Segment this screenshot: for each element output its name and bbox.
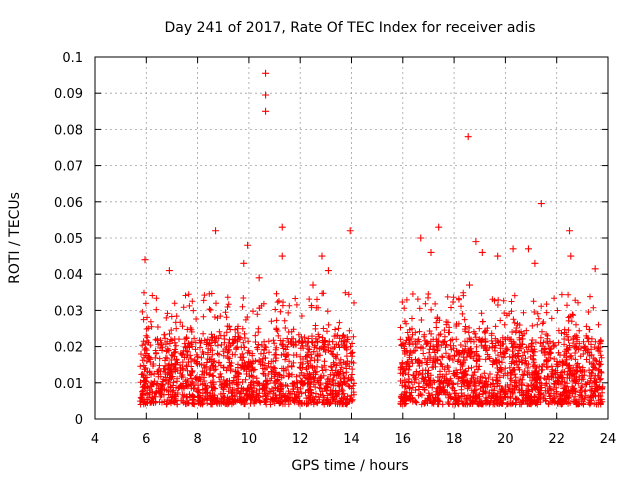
y-tick-label: 0.09 (54, 87, 83, 102)
x-axis-label: GPS time / hours (291, 458, 408, 474)
data-point (509, 245, 517, 253)
data-point (212, 227, 220, 235)
data-point (435, 223, 443, 231)
x-tick-label: 8 (193, 432, 201, 447)
axis-ticks (94, 56, 609, 420)
data-point (567, 252, 575, 260)
data-point (566, 227, 574, 235)
y-tick-label: 0.1 (62, 51, 83, 66)
data-point (318, 252, 326, 260)
data-point (262, 69, 270, 77)
x-tick-label: 10 (241, 432, 258, 447)
data-point (309, 281, 317, 289)
data-point (464, 133, 472, 141)
x-tick-label: 14 (343, 432, 360, 447)
x-tick-label: 22 (548, 432, 565, 447)
y-axis-label: ROTI / TECUs (7, 192, 23, 284)
data-point (278, 252, 286, 260)
data-point (537, 200, 545, 208)
data-point (472, 238, 480, 246)
data-point (591, 265, 599, 273)
y-tick-label: 0.01 (54, 377, 83, 392)
y-tick-labels: 0 0.01 0.02 0.03 0.04 0.05 0.06 0.07 0.08 0.09 0.1 (54, 51, 83, 428)
x-tick-label: 12 (292, 432, 309, 447)
x-tick-label: 24 (600, 432, 617, 447)
data-point (141, 256, 149, 264)
data-point (427, 248, 435, 256)
data-point (262, 107, 270, 115)
data-point (478, 248, 486, 256)
x-tick-label: 18 (446, 432, 463, 447)
x-tick-label: 4 (91, 432, 99, 447)
data-point (524, 245, 532, 253)
y-tick-label: 0.06 (54, 196, 83, 211)
data-point (531, 259, 539, 267)
x-tick-label: 6 (142, 432, 150, 447)
data-point (165, 267, 173, 275)
y-tick-label: 0.07 (54, 160, 83, 175)
data-point (465, 281, 473, 289)
x-tick-labels: 4 6 8 10 12 14 16 18 20 22 24 (91, 432, 616, 447)
data-point (240, 259, 248, 267)
y-tick-label: 0.02 (54, 341, 83, 356)
y-tick-label: 0 (75, 413, 83, 428)
data-point (417, 234, 425, 242)
data-point (255, 274, 263, 282)
chart-title: Day 241 of 2017, Rate Of TEC Index for r… (164, 20, 535, 36)
data-point (324, 267, 332, 275)
data-point (244, 241, 252, 249)
data-points (136, 69, 606, 408)
data-point (262, 91, 270, 99)
y-tick-label: 0.04 (54, 268, 83, 283)
x-tick-label: 20 (497, 432, 514, 447)
point-cloud (136, 289, 606, 408)
y-tick-label: 0.03 (54, 304, 83, 319)
y-tick-label: 0.08 (54, 123, 83, 138)
data-point (346, 227, 354, 235)
y-tick-label: 0.05 (54, 232, 83, 247)
x-tick-label: 16 (395, 432, 412, 447)
data-point (494, 252, 502, 260)
data-point (278, 223, 286, 231)
